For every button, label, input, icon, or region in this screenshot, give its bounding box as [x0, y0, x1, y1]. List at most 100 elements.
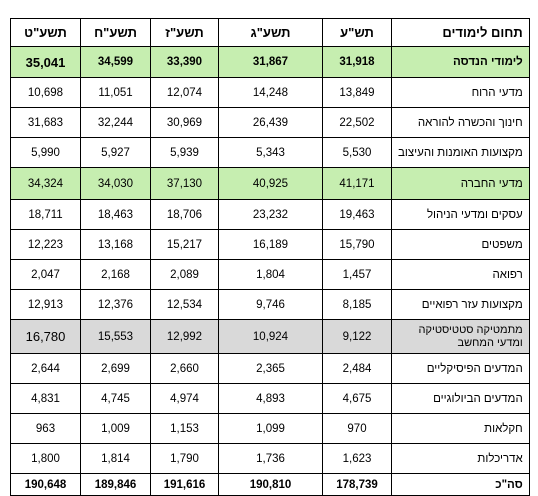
- table-cell: 22,502: [322, 107, 392, 138]
- table-row: 34,324 34,030 37,130 40,925 41,171 מדעי החברה: [10, 167, 530, 200]
- table-row: 12,223 13,168 15,217 16,189 15,790 משפטים: [10, 229, 530, 260]
- table-row: 2,047 2,168 2,089 1,804 1,457 רפואה: [10, 259, 530, 290]
- row-label: מקצועות האומנות והעיצוב: [391, 137, 530, 168]
- table-cell: 16,189: [218, 229, 323, 260]
- table-cell: 35,041: [10, 46, 81, 78]
- table-cell: 10,698: [10, 77, 81, 108]
- row-label: מקצועות עזר רפואיים: [391, 289, 530, 320]
- table-row: 16,780 15,553 12,992 10,924 9,122 מתמטיקה סטט…: [10, 319, 530, 354]
- enrollment-table: תשע"ט תשע"ח תשע"ז תשע"ג תש"ע תחום לימודי…: [10, 18, 530, 496]
- table-row: 31,683 32,244 30,969 26,439 22,502 חינוך והכש…: [10, 107, 530, 138]
- table-cell: 5,530: [322, 137, 392, 168]
- table-cell: 191,616: [150, 473, 219, 496]
- table-cell: 2,484: [322, 353, 392, 384]
- table-cell: 31,683: [10, 107, 81, 138]
- table-cell: 2,699: [80, 353, 151, 384]
- table-wrapper: תשע"ט תשע"ח תשע"ז תשע"ג תש"ע תחום לימודי…: [10, 18, 530, 496]
- table-cell: 2,168: [80, 259, 151, 290]
- table-cell: 34,324: [10, 167, 81, 200]
- table-cell: 5,939: [150, 137, 219, 168]
- row-label: מדעי החברה: [391, 167, 530, 200]
- table-cell: 4,974: [150, 383, 219, 414]
- table-cell: 14,248: [218, 77, 323, 108]
- row-label: משפטים: [391, 229, 530, 260]
- table-cell: 963: [10, 413, 81, 444]
- table-cell: 8,185: [322, 289, 392, 320]
- table-cell: 41,171: [322, 167, 392, 200]
- table-cell: 13,849: [322, 77, 392, 108]
- table-cell: 26,439: [218, 107, 323, 138]
- table-cell: 5,927: [80, 137, 151, 168]
- column-header: תשע"ז: [150, 18, 219, 47]
- table-cell: 2,660: [150, 353, 219, 384]
- table-cell: 2,644: [10, 353, 81, 384]
- table-cell: 1,009: [80, 413, 151, 444]
- table-cell: 10,924: [218, 319, 323, 354]
- table-cell: 31,867: [218, 46, 323, 78]
- table-cell: 13,168: [80, 229, 151, 260]
- header-row: תשע"ט תשע"ח תשע"ז תשע"ג תש"ע תחום לימודי…: [10, 18, 530, 47]
- table-cell: 2,089: [150, 259, 219, 290]
- row-label: המדעים הביולוגיים: [391, 383, 530, 414]
- table-cell: 1,804: [218, 259, 323, 290]
- table-cell: 12,992: [150, 319, 219, 354]
- table-cell: 1,623: [322, 443, 392, 474]
- table-cell: 4,831: [10, 383, 81, 414]
- table-row: 10,698 11,051 12,074 14,248 13,849 מדעי הרוח: [10, 77, 530, 108]
- table-cell: 18,711: [10, 199, 81, 230]
- table-cell: 9,746: [218, 289, 323, 320]
- table-row: 5,990 5,927 5,939 5,343 5,530 מקצועות האומנות…: [10, 137, 530, 168]
- table-cell: 15,217: [150, 229, 219, 260]
- column-header: תש"ע: [322, 18, 392, 47]
- table-cell: 189,846: [80, 473, 151, 496]
- row-label: אדריכלות: [391, 443, 530, 474]
- table-cell: 33,390: [150, 46, 219, 78]
- table-cell: 23,232: [218, 199, 323, 230]
- column-header: תשע"ט: [10, 18, 81, 47]
- table-row: 18,711 18,463 18,706 23,232 19,463 עסקים ומדע…: [10, 199, 530, 230]
- row-label: מדעי הרוח: [391, 77, 530, 108]
- row-label: סה"כ: [391, 473, 530, 496]
- table-cell: 1,790: [150, 443, 219, 474]
- row-label: חינוך והכשרה להוראה: [391, 107, 530, 138]
- table-cell: 9,122: [322, 319, 392, 354]
- table-cell: 2,047: [10, 259, 81, 290]
- table-cell: 37,130: [150, 167, 219, 200]
- table-cell: 34,599: [80, 46, 151, 78]
- table-cell: 190,648: [10, 473, 81, 496]
- table-cell: 970: [322, 413, 392, 444]
- table-cell: 1,457: [322, 259, 392, 290]
- table-cell: 12,223: [10, 229, 81, 260]
- table-cell: 40,925: [218, 167, 323, 200]
- table-cell: 12,074: [150, 77, 219, 108]
- table-cell: 178,739: [322, 473, 392, 496]
- table-row: 4,831 4,745 4,974 4,893 4,675 המדעים הביולוגי…: [10, 383, 530, 414]
- row-label: רפואה: [391, 259, 530, 290]
- table-cell: 15,553: [80, 319, 151, 354]
- table-cell: 1,099: [218, 413, 323, 444]
- table-cell: 34,030: [80, 167, 151, 200]
- table-row: 12,913 12,376 12,534 9,746 8,185 מקצועות עזר …: [10, 289, 530, 320]
- column-header: תחום לימודים: [391, 18, 530, 47]
- table-cell: 18,706: [150, 199, 219, 230]
- row-label: עסקים ומדעי הניהול: [391, 199, 530, 230]
- table-cell: 32,244: [80, 107, 151, 138]
- table-cell: 4,745: [80, 383, 151, 414]
- table-row: 963 1,009 1,153 1,099 970 חקלאות: [10, 413, 530, 444]
- table-cell: 1,736: [218, 443, 323, 474]
- row-label: חקלאות: [391, 413, 530, 444]
- table-cell: 1,814: [80, 443, 151, 474]
- row-label: לימודי הנדסה: [391, 46, 530, 78]
- table-cell: 18,463: [80, 199, 151, 230]
- table-cell: 31,918: [322, 46, 392, 78]
- table-cell: 30,969: [150, 107, 219, 138]
- table-cell: 190,810: [218, 473, 323, 496]
- table-cell: 2,365: [218, 353, 323, 384]
- table-cell: 12,376: [80, 289, 151, 320]
- table-cell: 1,153: [150, 413, 219, 444]
- table-row: 2,644 2,699 2,660 2,365 2,484 המדעים הפיסיקלי…: [10, 353, 530, 384]
- table-cell: 5,990: [10, 137, 81, 168]
- table-cell: 1,800: [10, 443, 81, 474]
- table-row: 190,648 189,846 191,616 190,810 178,739 סה"כ: [10, 473, 530, 496]
- table-row: 35,041 34,599 33,390 31,867 31,918 לימודי הנד…: [10, 46, 530, 78]
